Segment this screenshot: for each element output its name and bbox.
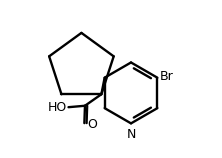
Text: O: O: [87, 118, 97, 131]
Text: Br: Br: [159, 70, 173, 83]
Text: HO: HO: [48, 101, 67, 114]
Text: N: N: [126, 128, 136, 141]
